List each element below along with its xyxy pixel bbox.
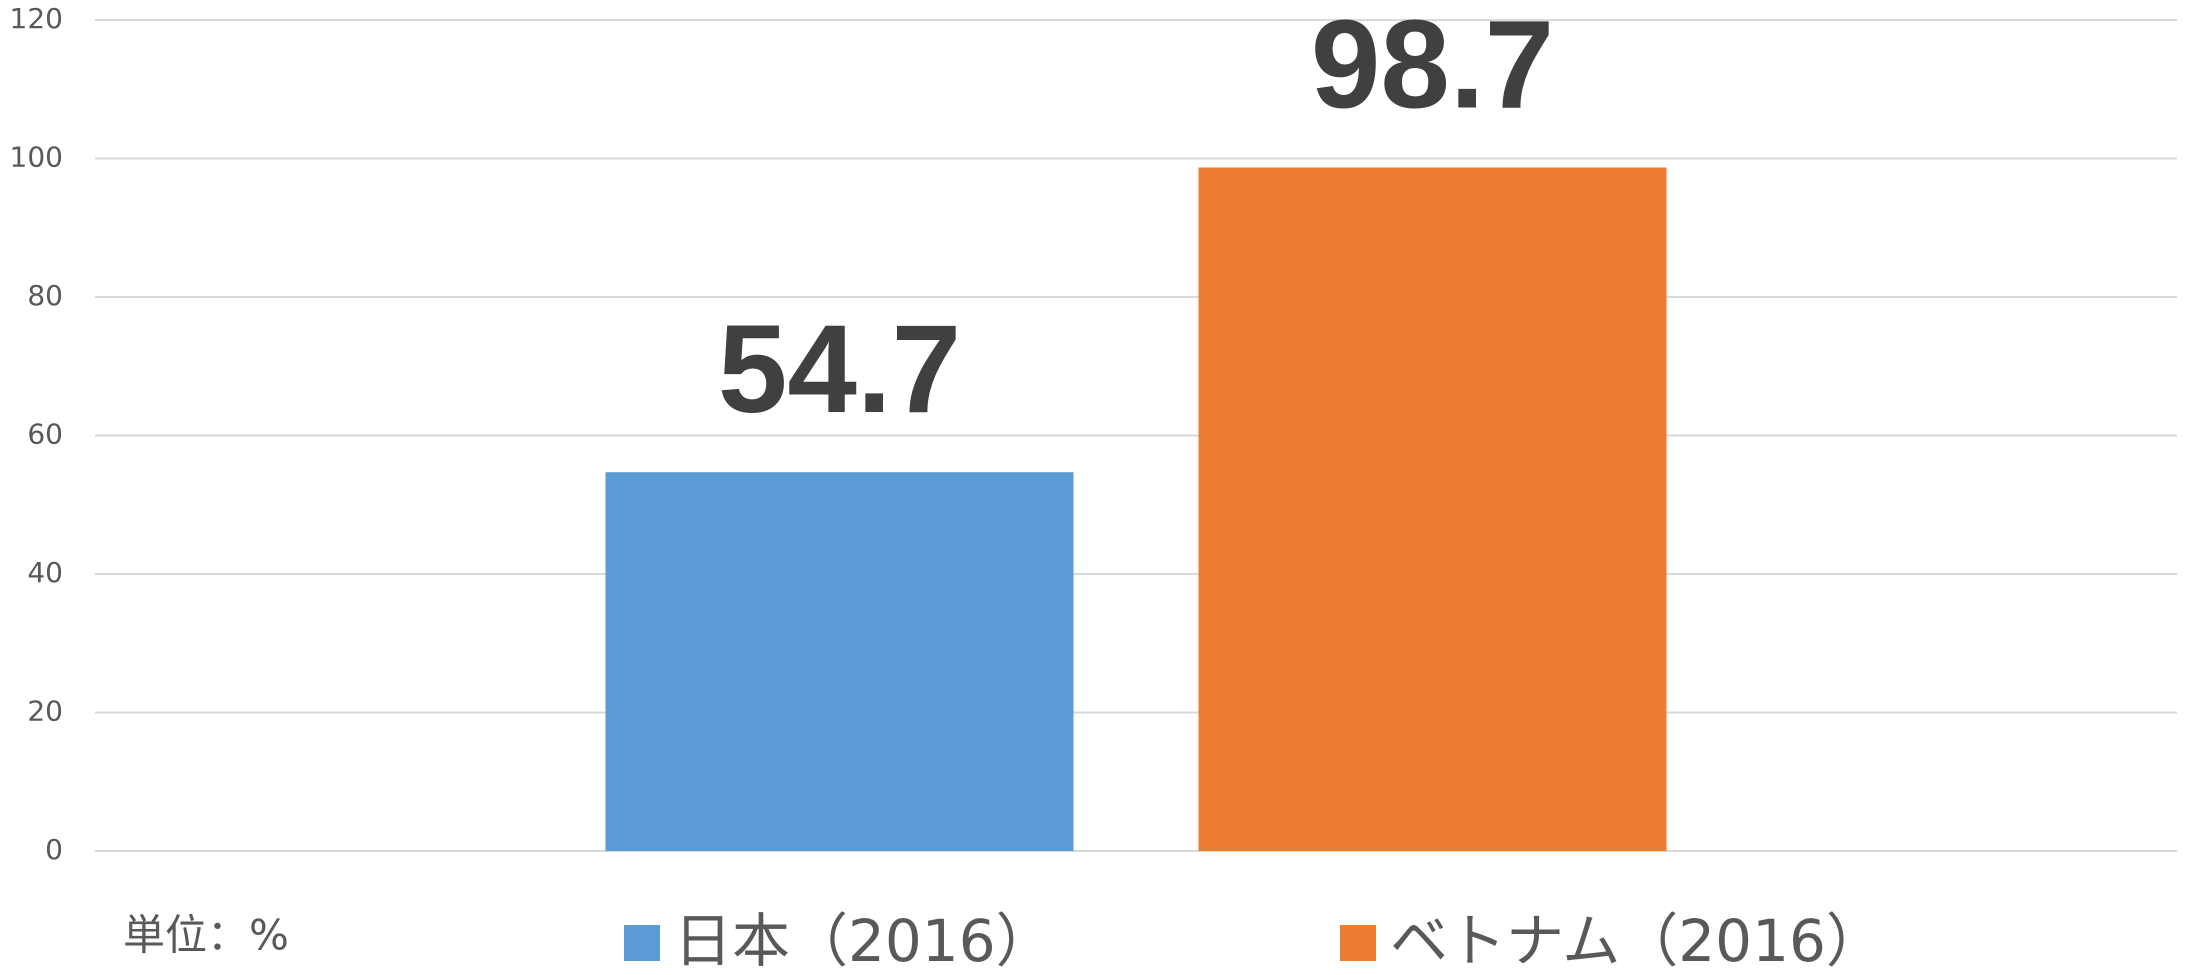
legend-label: ベトナム（2016）	[1390, 907, 1884, 975]
y-tick-label: 60	[27, 418, 63, 451]
bar	[1198, 167, 1667, 851]
y-tick-label: 100	[10, 141, 63, 174]
data-label: 54.7	[718, 300, 961, 439]
bar	[605, 472, 1074, 851]
y-tick-label: 40	[27, 556, 63, 589]
y-tick-label: 120	[10, 2, 63, 35]
y-tick-label: 20	[27, 695, 63, 728]
unit-note: 単位：%	[123, 911, 289, 960]
legend-swatch	[1340, 925, 1376, 961]
legend-swatch	[624, 925, 660, 961]
y-tick-label: 80	[27, 279, 63, 312]
y-tick-label: 0	[45, 833, 63, 866]
legend-label: 日本（2016）	[674, 907, 1054, 975]
data-label: 98.7	[1311, 0, 1554, 135]
